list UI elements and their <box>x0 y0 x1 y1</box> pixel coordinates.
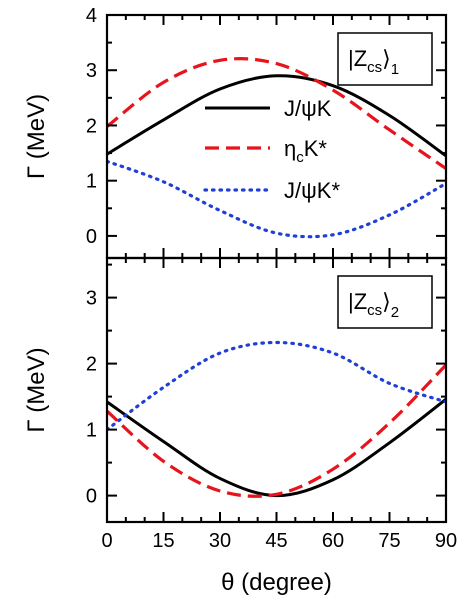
x-tick-label: 15 <box>152 530 174 552</box>
y-tick-label: 3 <box>86 288 97 310</box>
y-tick-label: 1 <box>86 420 97 442</box>
state-label: |Zcs⟩2 <box>348 289 399 321</box>
legend-label: ηcK* <box>284 136 327 166</box>
x-axis-label: θ (degree) <box>221 569 332 596</box>
series-line-dotted <box>107 340 446 432</box>
x-tick-label: 45 <box>265 530 287 552</box>
y-tick-label: 0 <box>86 486 97 508</box>
y-tick-label: 4 <box>86 5 97 27</box>
y-tick-label: 2 <box>86 354 97 376</box>
x-tick-label: 75 <box>378 530 400 552</box>
series-line-solid <box>107 74 446 158</box>
series-line-dashed <box>107 57 446 170</box>
x-tick-label: 0 <box>101 530 112 552</box>
y-tick-label: 1 <box>86 171 97 193</box>
y-tick-label: 3 <box>86 60 97 82</box>
legend-label: J/ψK* <box>284 178 340 203</box>
y-tick-label: 2 <box>86 115 97 137</box>
x-tick-label: 60 <box>322 530 344 552</box>
y-tick-label: 0 <box>86 226 97 248</box>
upper-panel: 0 1 2 3 4 Γ (MeV) |Zcs⟩1 J/ψK ηcK* J/ψK* <box>23 5 448 260</box>
legend-label: J/ψK <box>284 96 332 121</box>
series-line-solid <box>107 398 446 498</box>
y-axis-label: Γ (MeV) <box>23 94 50 179</box>
state-label: |Zcs⟩1 <box>348 46 399 78</box>
state-label-box <box>337 32 433 86</box>
series-line-dotted <box>107 159 446 239</box>
series-line-dashed <box>107 363 446 498</box>
y-axis-label: Γ (MeV) <box>23 347 50 432</box>
x-tick-label: 90 <box>435 530 457 552</box>
x-tick-label: 30 <box>209 530 231 552</box>
state-label-box <box>337 275 433 329</box>
